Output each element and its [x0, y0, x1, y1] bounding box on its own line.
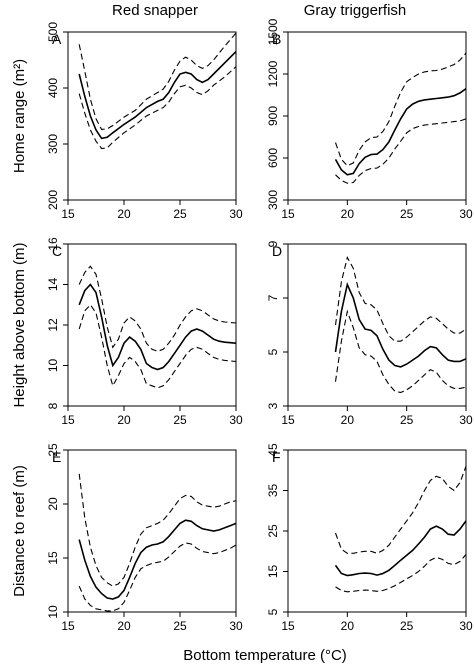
panel-d-upper-line: [334, 256, 467, 342]
panel-a-ytick-label: 300: [46, 134, 60, 154]
panel-a-ytick-label: 200: [46, 190, 60, 210]
panel-a-frame: [67, 31, 237, 201]
panel-c-frame: [67, 243, 237, 407]
panel-a: A 200 300 400 500 15 20 25 30 Home range (m²): [11, 22, 243, 221]
panel-d-xtick-label: 15: [281, 413, 295, 427]
panel-e-ytick-label: 15: [46, 551, 60, 565]
panel-a-xtick-label: 20: [117, 207, 131, 221]
panel-d-xtick-label: 25: [400, 413, 414, 427]
panel-e-y-axis-title: Distance to reef (m): [11, 465, 28, 597]
panel-c-ytick-label: 14: [46, 278, 60, 292]
panel-f-upper-line: [334, 466, 467, 554]
panel-b-letter: B: [272, 31, 281, 47]
panel-b-fit-line: [334, 88, 467, 176]
panel-a-upper-line: [78, 32, 237, 130]
panel-a-fit-line: [78, 51, 237, 140]
panel-b: B 300 600 900 1200 1500 15 20 25 30: [266, 18, 473, 221]
panel-a-xtick-label: 15: [61, 207, 75, 221]
panel-b-ytick-label: 900: [266, 106, 280, 126]
panel-d-lower-line: [334, 309, 467, 394]
panel-c-ytick-label: 8: [46, 402, 60, 409]
panel-e-letter: E: [52, 449, 61, 465]
column-title-left: Red snapper: [112, 2, 198, 19]
panel-c-fit-line: [78, 283, 237, 371]
panel-a-xtick-label: 25: [173, 207, 187, 221]
panel-f-xtick-label: 15: [281, 619, 295, 633]
panel-e-ytick-label: 20: [46, 497, 60, 511]
panel-d-fit-line: [334, 281, 467, 368]
panel-c-ytick-label: 12: [46, 318, 60, 332]
panel-a-lower-line: [78, 66, 237, 150]
panel-e-frame: [67, 449, 237, 613]
panel-b-xtick-label: 15: [281, 207, 295, 221]
panel-b-ytick-label: 300: [266, 190, 280, 210]
panel-a-y-axis-title: Home range (m²): [11, 59, 28, 173]
panel-d-ytick-label: 3: [266, 402, 280, 409]
panel-e-xtick-label: 30: [229, 619, 243, 633]
panel-d-frame: [287, 243, 467, 407]
panel-a-ytick-label: 500: [46, 22, 60, 42]
panel-f-ytick-label: 25: [266, 524, 280, 538]
panel-e-upper-line: [78, 473, 237, 587]
panel-b-xtick-label: 25: [400, 207, 414, 221]
panel-b-upper-line: [334, 52, 467, 167]
panel-b-ytick-label: 1200: [266, 60, 280, 87]
panel-b-xtick-label: 30: [459, 207, 473, 221]
panel-d-letter: D: [272, 243, 282, 259]
panel-e-xtick-label: 20: [117, 619, 131, 633]
panel-c-xtick-label: 25: [173, 413, 187, 427]
x-axis-title: Bottom temperature (°C): [183, 647, 347, 664]
panel-c-ytick-label: 10: [46, 359, 60, 373]
panel-f-xtick-label: 30: [459, 619, 473, 633]
panel-e-fit-line: [78, 519, 237, 600]
panel-e-ytick-label: 10: [46, 605, 60, 619]
panel-c-letter: C: [52, 243, 62, 259]
panel-b-lower-line: [335, 118, 467, 184]
panel-e-lower-line: [78, 542, 237, 612]
panel-b-xtick-label: 20: [341, 207, 355, 221]
panel-c-ytick-label: 16: [46, 237, 60, 251]
panel-d-xtick-label: 30: [459, 413, 473, 427]
panel-a-xtick-label: 30: [229, 207, 243, 221]
panel-f-ytick-label: 5: [266, 608, 280, 615]
panel-c-xtick-label: 15: [61, 413, 75, 427]
panel-a-ytick-label: 400: [46, 78, 60, 98]
panel-d-ytick-label: 5: [266, 348, 280, 355]
panel-f-xtick-label: 25: [400, 619, 414, 633]
panel-d: D 3 5 7 9 15 20 25 30: [266, 240, 473, 427]
panel-f-frame: [287, 449, 467, 613]
panel-f-fit-line: [334, 520, 467, 577]
panel-d-ytick-label: 7: [266, 294, 280, 301]
panel-c-xtick-label: 20: [117, 413, 131, 427]
panel-f-ytick-label: 45: [266, 443, 280, 457]
panel-c-y-axis-title: Height above bottom (m): [11, 242, 28, 407]
panel-d-ytick-label: 9: [266, 240, 280, 247]
panel-a-letter: A: [52, 31, 62, 47]
panel-f-ytick-label: 35: [266, 484, 280, 498]
panel-c: C 8 10 12 14 16 15 20 25 30 Height above bottom (m…: [11, 237, 243, 427]
panel-f-letter: F: [272, 449, 281, 465]
panel-b-ytick-label: 600: [266, 148, 280, 168]
panel-b-ytick-label: 1500: [266, 18, 280, 45]
panel-b-frame: [287, 31, 467, 201]
column-title-right: Gray triggerfish: [304, 2, 407, 19]
panel-e-ytick-label: 25: [46, 443, 60, 457]
panel-f-xtick-label: 20: [341, 619, 355, 633]
panel-c-upper-line: [78, 265, 237, 352]
panel-e-xtick-label: 25: [173, 619, 187, 633]
panel-e-xtick-label: 15: [61, 619, 75, 633]
panel-f-lower-line: [335, 554, 467, 593]
panel-f-ytick-label: 15: [266, 565, 280, 579]
panel-c-lower-line: [78, 303, 237, 389]
panel-d-xtick-label: 20: [341, 413, 355, 427]
panel-c-xtick-label: 30: [229, 413, 243, 427]
panel-grid: A 200 300 400 500 15 20 25 30 Home range (m²) B 300…: [11, 18, 473, 633]
